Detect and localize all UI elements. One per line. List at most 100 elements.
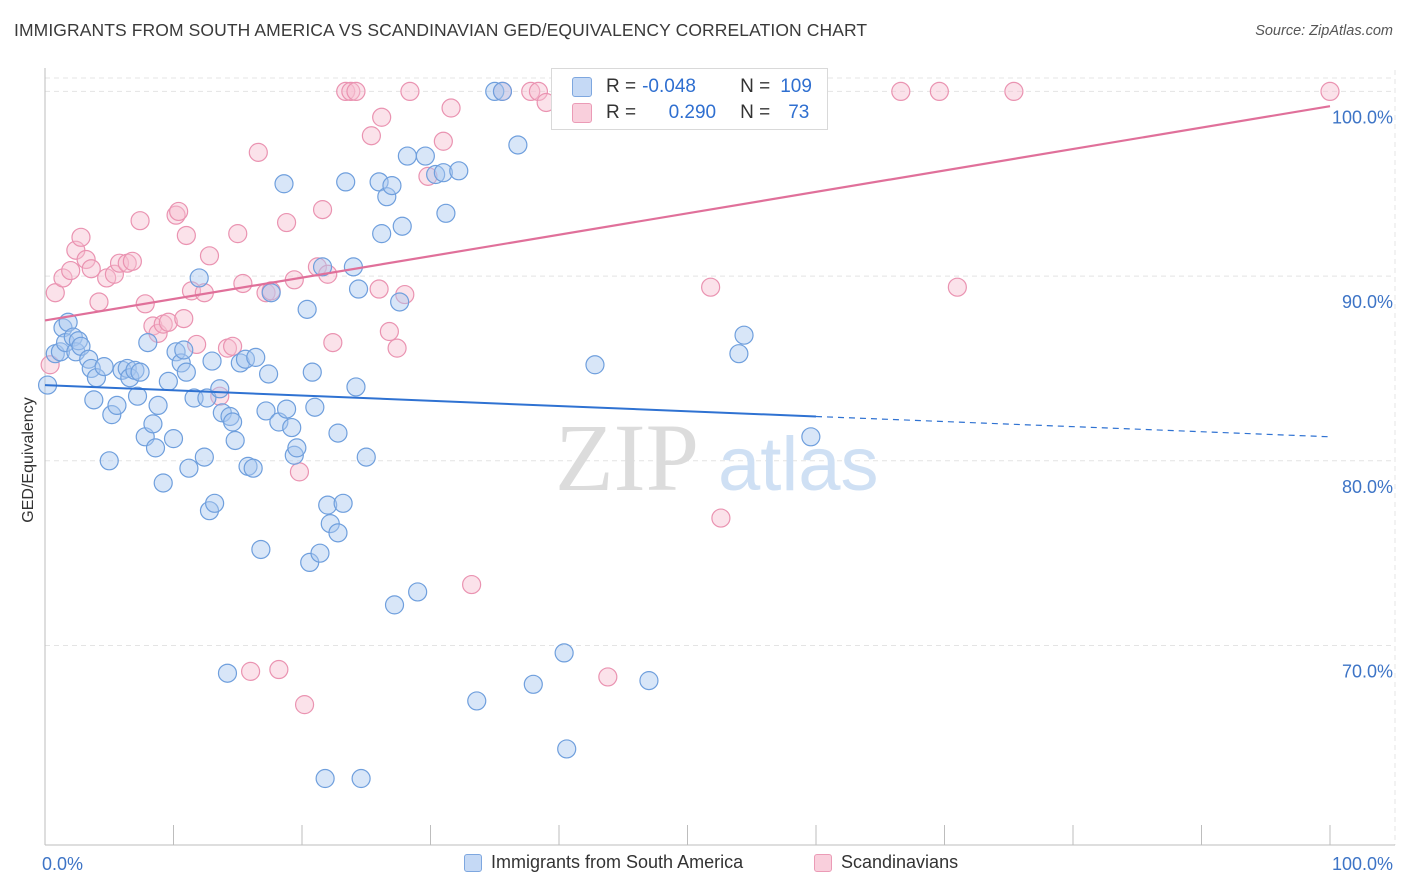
south-america-point	[734, 325, 754, 345]
south-america-point	[467, 691, 487, 711]
stats-swatch-pink	[572, 103, 592, 123]
south-america-point	[251, 539, 271, 560]
south-america-point	[276, 399, 297, 419]
scandinavian-point	[45, 283, 65, 303]
scandinavian-point	[169, 201, 189, 222]
south-america-point	[189, 268, 209, 288]
source-label: Source: ZipAtlas.com	[1255, 23, 1393, 39]
south-america-point	[143, 414, 163, 434]
scandinavian-point	[400, 81, 420, 102]
south-america-point	[397, 146, 417, 166]
gridlines	[45, 70, 1396, 845]
south-america-point	[99, 451, 119, 471]
y-tick-label: 70.0%	[1342, 662, 1393, 682]
scandinavian-point	[53, 268, 73, 288]
y-axis-label: GED/Equivalency	[20, 397, 37, 522]
scandinavian-point	[701, 277, 721, 297]
scandinavian-point	[521, 81, 541, 102]
stats-row-south-america: R = -0.048 N = 109	[572, 74, 812, 100]
south-america-point	[328, 523, 348, 543]
south-america-point	[256, 401, 276, 421]
south-america-point	[585, 355, 605, 375]
scandinavian-point	[248, 142, 268, 162]
south-america-point	[217, 663, 238, 683]
south-america-point	[426, 164, 446, 185]
south-america-point	[390, 292, 410, 312]
scandinavian-point	[81, 259, 101, 279]
scandinavian-point	[336, 81, 356, 102]
scandinavian-point	[294, 695, 315, 715]
scandinavian-point	[947, 277, 967, 297]
scandinavian-point	[323, 333, 343, 353]
scandinavian-point	[346, 81, 366, 102]
scandinavian-point	[176, 225, 196, 246]
south-america-point	[148, 395, 168, 415]
south-america-point	[436, 203, 456, 223]
trend-line-south-america	[44, 384, 817, 418]
south-america-point	[107, 395, 127, 415]
scandinavian-point	[174, 308, 194, 329]
axes	[44, 68, 1395, 846]
legend-swatch-pink	[814, 853, 832, 872]
scandinavian-point	[598, 667, 618, 687]
scandinavian-point	[104, 264, 124, 284]
south-america-point	[205, 493, 225, 513]
x-tick-label: 0.0%	[42, 854, 83, 874]
stats-swatch-blue	[572, 77, 592, 97]
south-america-point	[305, 397, 325, 417]
chart-title: IMMIGRANTS FROM SOUTH AMERICA VS SCANDIN…	[14, 20, 868, 40]
stats-legend-box: R = -0.048 N = 109 R = 0.290 N = 73	[551, 68, 828, 130]
south-america-point	[312, 257, 333, 277]
south-america-point	[729, 344, 749, 364]
south-america-point	[415, 146, 435, 166]
south-america-point	[336, 172, 356, 192]
stats-n-label: N =	[740, 76, 771, 97]
scandinavian-point	[71, 227, 91, 247]
legend-label: Immigrants from South America	[491, 852, 744, 872]
scandinavian-point	[711, 508, 731, 528]
south-america-point	[138, 333, 158, 353]
scandinavian-point	[40, 355, 60, 375]
south-america-point	[145, 438, 166, 458]
south-america-point	[282, 417, 302, 438]
trend-lines	[44, 105, 1331, 438]
stats-n-value: 109	[780, 76, 812, 97]
scandinavian-point	[289, 462, 310, 482]
south-america-point	[302, 362, 322, 382]
south-america-point	[346, 377, 366, 397]
south-america-point	[261, 283, 281, 303]
south-america-point	[297, 299, 317, 319]
south-america-point	[377, 187, 397, 207]
south-america-point	[179, 458, 199, 478]
scandinavian-point	[276, 212, 297, 233]
south-america-point	[408, 582, 428, 602]
south-america-point	[223, 412, 243, 432]
south-america-point	[127, 386, 148, 406]
scandinavian-point	[122, 251, 142, 271]
south-america-point	[166, 342, 186, 362]
south-america-point	[202, 351, 222, 371]
south-america-point	[176, 362, 196, 382]
scandinavian-point	[1320, 81, 1340, 102]
scandinavian-point	[233, 273, 253, 294]
south-america-point	[369, 172, 389, 192]
legend-swatch-blue	[464, 853, 482, 872]
south-america-point	[210, 379, 230, 399]
scandinavian-point	[433, 131, 453, 151]
scandinavian-point	[1004, 81, 1024, 102]
south-america-point	[382, 176, 402, 196]
south-america-point	[315, 768, 335, 789]
south-america-point	[333, 493, 353, 513]
stats-r-label: R =	[606, 102, 637, 123]
south-america-point	[310, 543, 330, 563]
south-america-point	[102, 405, 122, 425]
south-america-point	[492, 81, 513, 102]
x-tick-label: 100.0%	[1332, 854, 1393, 874]
south-america-point	[287, 438, 307, 458]
south-america-point	[50, 342, 71, 362]
south-america-point	[433, 163, 453, 183]
scandinavian-point	[223, 336, 243, 356]
scandinavian-point	[891, 81, 911, 102]
y-tick-label: 80.0%	[1342, 477, 1393, 497]
